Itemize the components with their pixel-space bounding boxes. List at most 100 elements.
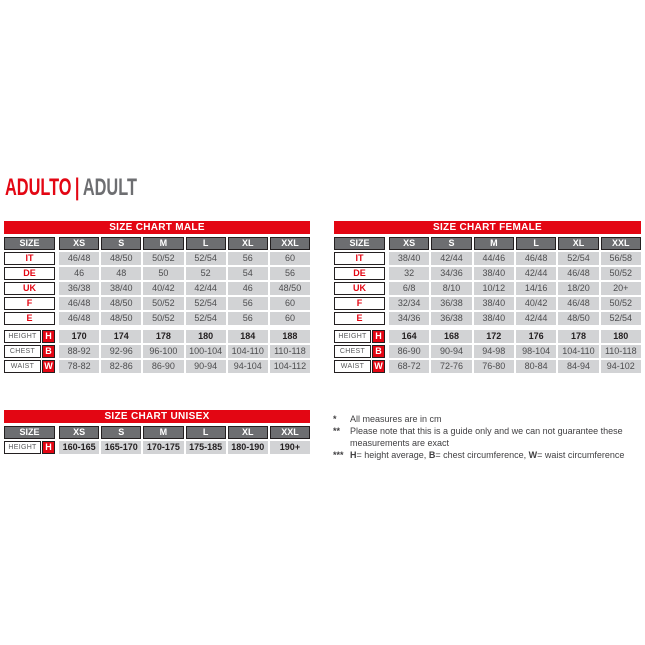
size-value-cell: 50/52 (143, 252, 184, 265)
size-value-cell: 10/12 (473, 282, 514, 295)
measure-value-cell: 178 (143, 330, 184, 343)
measure-value-cell: 165-170 (101, 441, 142, 454)
footnote: ** Please note that this is a guide only … (333, 425, 645, 449)
measure-row-cells: 170 174 178 180 184 188 (59, 330, 311, 343)
size-value-cell: 52 (185, 267, 226, 280)
column-header: XXL (269, 426, 311, 439)
table-title-bar: SIZE CHART UNISEX (4, 410, 310, 423)
size-value-cell: 42/44 (515, 267, 557, 280)
measure-row: WAIST W 68-72 72-76 76-80 80-84 84-94 94-102 (334, 360, 641, 373)
measure-label: CHEST (4, 345, 41, 358)
column-header: M (143, 237, 184, 250)
measure-label: CHEST (334, 345, 371, 358)
size-value-cell: 50/52 (600, 297, 641, 310)
measure-badge: B (42, 345, 55, 358)
size-value-cell: 46/48 (558, 297, 599, 310)
measure-value-cell: 100-104 (185, 345, 226, 358)
measure-label: HEIGHT (4, 330, 41, 343)
measure-value-cell: 98-104 (515, 345, 557, 358)
size-row: IT 46/48 48/50 50/52 52/54 56 60 (4, 252, 311, 265)
footnote: *** H= height average, B= chest circumfer… (333, 449, 645, 461)
size-row: F 32/34 36/38 38/40 40/42 46/48 50/52 (334, 297, 641, 310)
size-value-cell: 38/40 (473, 297, 514, 310)
footnote: * All measures are in cm (333, 413, 645, 425)
measure-row-cells: 160-165 165-170 170-175 175-185 180-190 190+ (59, 441, 311, 454)
measure-value-cell: 94-104 (227, 360, 268, 373)
size-column-header: SIZE (4, 426, 55, 439)
measure-value-cell: 86-90 (389, 345, 430, 358)
measure-value-cell: 172 (473, 330, 514, 343)
size-row: E 46/48 48/50 50/52 52/54 56 60 (4, 312, 311, 325)
measure-label: HEIGHT (4, 441, 41, 454)
size-row-cells: 34/36 36/38 38/40 42/44 48/50 52/54 (389, 312, 641, 325)
size-value-cell: 46 (59, 267, 100, 280)
size-column-header: SIZE (334, 237, 385, 250)
size-value-cell: 50/52 (600, 267, 641, 280)
size-value-cell: 56 (227, 312, 268, 325)
size-value-cell: 34/36 (389, 312, 430, 325)
size-row-cells: 46 48 50 52 54 56 (59, 267, 311, 280)
size-value-cell: 40/42 (515, 297, 557, 310)
column-header: M (473, 237, 514, 250)
measure-value-cell: 72-76 (431, 360, 472, 373)
measure-value-cell: 188 (269, 330, 311, 343)
region-label: E (4, 312, 55, 325)
size-value-cell: 46/48 (515, 252, 557, 265)
size-value-cell: 38/40 (101, 282, 142, 295)
column-header: S (431, 237, 472, 250)
measure-value-cell: 94-102 (600, 360, 641, 373)
column-header: S (101, 426, 142, 439)
size-value-cell: 44/46 (473, 252, 514, 265)
size-value-cell: 56 (269, 267, 311, 280)
size-row: UK 36/38 38/40 40/42 42/44 46 48/50 (4, 282, 311, 295)
size-value-cell: 46/48 (59, 297, 100, 310)
measure-value-cell: 92-96 (101, 345, 142, 358)
column-header: XXL (269, 237, 311, 250)
size-value-cell: 46/48 (558, 267, 599, 280)
region-label: DE (334, 267, 385, 280)
size-value-cell: 20+ (600, 282, 641, 295)
column-header: XL (227, 426, 268, 439)
footnote-bold-term: B (428, 450, 436, 460)
size-row: F 46/48 48/50 50/52 52/54 56 60 (4, 297, 311, 310)
size-row-cells: 38/40 42/44 44/46 46/48 52/54 56/58 (389, 252, 641, 265)
size-row: IT 38/40 42/44 44/46 46/48 52/54 56/58 (334, 252, 641, 265)
size-value-cell: 36/38 (431, 312, 472, 325)
measure-value-cell: 170 (59, 330, 100, 343)
size-chart-male-table: SIZE CHART MALE SIZE XS S M L XL XXL IT 46/48 48/5… (4, 221, 311, 373)
measure-label-group: WAIST W (4, 360, 55, 373)
size-value-cell: 52/54 (600, 312, 641, 325)
measure-value-cell: 84-94 (558, 360, 599, 373)
size-row-cells: 6/8 8/10 10/12 14/16 18/20 20+ (389, 282, 641, 295)
measure-label-group: HEIGHT H (4, 330, 55, 343)
size-value-cell: 60 (269, 312, 311, 325)
footnote-segment: = height average, (356, 450, 429, 460)
measure-value-cell: 82-86 (101, 360, 142, 373)
footnotes: * All measures are in cm ** Please note tha… (333, 413, 645, 461)
measure-value-cell: 90-94 (431, 345, 472, 358)
measure-label: WAIST (334, 360, 371, 373)
measure-value-cell: 174 (101, 330, 142, 343)
size-row-cells: 46/48 48/50 50/52 52/54 56 60 (59, 297, 311, 310)
measure-value-cell: 180-190 (227, 441, 268, 454)
footnote-text: All measures are in cm (350, 413, 638, 425)
measure-label-group: CHEST B (4, 345, 55, 358)
measure-value-cell: 88-92 (59, 345, 100, 358)
measure-badge: W (42, 360, 55, 373)
region-label: F (4, 297, 55, 310)
measure-row-cells: 68-72 72-76 76-80 80-84 84-94 94-102 (389, 360, 641, 373)
footnote-bold-term: W (528, 450, 538, 460)
measure-row-cells: 88-92 92-96 96-100 100-104 104-110 110-118 (59, 345, 311, 358)
size-value-cell: 56 (227, 252, 268, 265)
measure-value-cell: 110-118 (600, 345, 641, 358)
page-title-primary: ADULTO (5, 174, 72, 201)
measure-row: WAIST W 78-82 82-86 86-90 90-94 94-104 104-112 (4, 360, 311, 373)
size-value-cell: 46/48 (59, 252, 100, 265)
size-row: DE 32 34/36 38/40 42/44 46/48 50/52 (334, 267, 641, 280)
size-value-cell: 40/42 (143, 282, 184, 295)
size-row-cells: 36/38 38/40 40/42 42/44 46 48/50 (59, 282, 311, 295)
size-value-cell: 48/50 (558, 312, 599, 325)
header-cells: XS S M L XL XXL (59, 237, 311, 250)
size-value-cell: 50/52 (143, 312, 184, 325)
region-label: UK (334, 282, 385, 295)
